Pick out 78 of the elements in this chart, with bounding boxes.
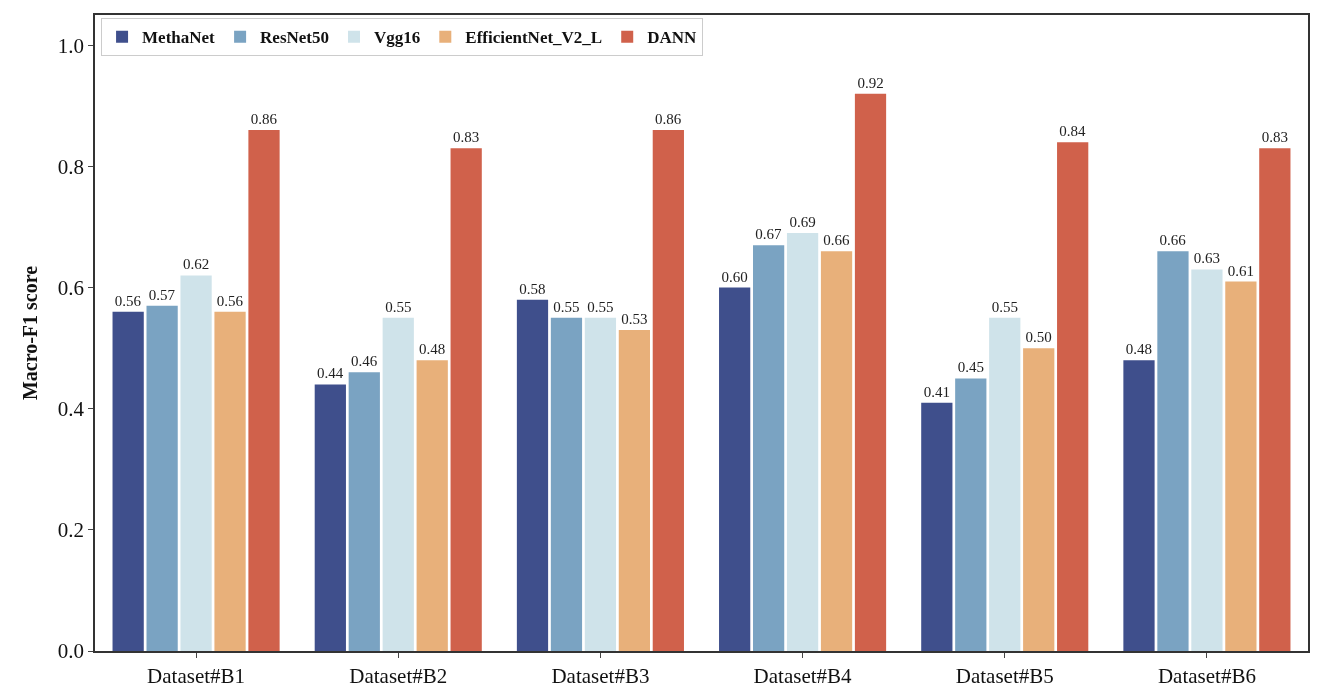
bar [516, 299, 549, 651]
data-label: 0.55 [553, 298, 580, 315]
y-tick-label: 1.0 [57, 33, 85, 58]
bar [786, 233, 819, 651]
bar [416, 360, 448, 651]
y-tick-label: 0.0 [57, 639, 85, 664]
bar [214, 311, 246, 651]
x-tick-label: Dataset#B3 [551, 663, 650, 688]
data-label: 0.55 [385, 298, 412, 315]
data-label: 0.48 [419, 341, 446, 358]
data-label: 0.92 [857, 74, 884, 91]
bar [854, 93, 887, 651]
data-label: 0.55 [991, 298, 1018, 315]
x-tick-label: Dataset#B1 [147, 663, 246, 688]
legend-label: Vgg16 [374, 28, 421, 48]
data-label: 0.60 [721, 268, 748, 285]
legend-label: MethaNet [142, 28, 216, 48]
data-label: 0.67 [755, 226, 782, 243]
legend-label: DANN [647, 28, 698, 48]
data-label: 0.45 [957, 359, 984, 376]
data-label: 0.62 [182, 256, 210, 273]
data-label: 0.86 [250, 111, 278, 128]
bar [1157, 251, 1189, 651]
data-label: 0.55 [587, 298, 614, 315]
legend-label: ResNet50 [260, 28, 330, 48]
y-tick-label: 0.4 [57, 397, 85, 422]
bar [1023, 348, 1055, 651]
data-label: 0.66 [823, 232, 850, 249]
y-tick-label: 0.6 [57, 275, 85, 300]
bar [382, 317, 414, 651]
bar [146, 305, 178, 651]
bar [618, 329, 650, 651]
bar [348, 372, 380, 651]
bar [820, 251, 853, 651]
x-tick-label: Dataset#B2 [349, 663, 448, 688]
bar [1057, 142, 1089, 651]
bar [584, 317, 617, 651]
data-label: 0.56 [114, 292, 142, 309]
data-label: 0.66 [1159, 232, 1187, 249]
data-label: 0.50 [1025, 329, 1052, 346]
data-label: 0.57 [148, 286, 176, 303]
y-axis-title: Macro-F1 score [18, 265, 41, 401]
bar [652, 130, 684, 651]
bar [989, 317, 1021, 651]
data-label: 0.84 [1059, 123, 1087, 140]
data-label: 0.63 [1193, 250, 1221, 267]
bar [1259, 148, 1291, 651]
data-label: 0.53 [621, 310, 648, 327]
bar [1225, 281, 1257, 651]
bar [1191, 269, 1223, 651]
bar [753, 245, 785, 651]
data-label: 0.86 [654, 111, 682, 128]
bar [112, 311, 144, 651]
x-tick-label: Dataset#B5 [955, 663, 1054, 688]
bar [719, 287, 751, 651]
bar [180, 275, 212, 651]
data-label: 0.69 [789, 214, 816, 231]
legend-label: EfficientNet_V2_L [465, 28, 603, 48]
data-label: 0.46 [350, 353, 378, 370]
y-tick-label: 0.8 [57, 154, 85, 179]
data-label: 0.58 [519, 280, 546, 297]
data-label: 0.48 [1125, 341, 1153, 358]
data-label: 0.41 [923, 383, 950, 400]
data-label: 0.83 [453, 129, 480, 146]
bar [1123, 360, 1155, 651]
x-tick-label: Dataset#B6 [1157, 663, 1256, 688]
data-label: 0.83 [1261, 129, 1288, 146]
y-tick-label: 0.2 [57, 518, 85, 543]
x-tick-label: Dataset#B4 [753, 663, 853, 688]
bar [550, 317, 583, 651]
data-label: 0.56 [216, 292, 244, 309]
bar [314, 384, 346, 651]
bar [248, 130, 280, 651]
bar [955, 378, 987, 651]
bar [921, 402, 953, 651]
data-label: 0.61 [1227, 262, 1255, 279]
bar [450, 148, 482, 651]
data-label: 0.44 [316, 365, 344, 382]
